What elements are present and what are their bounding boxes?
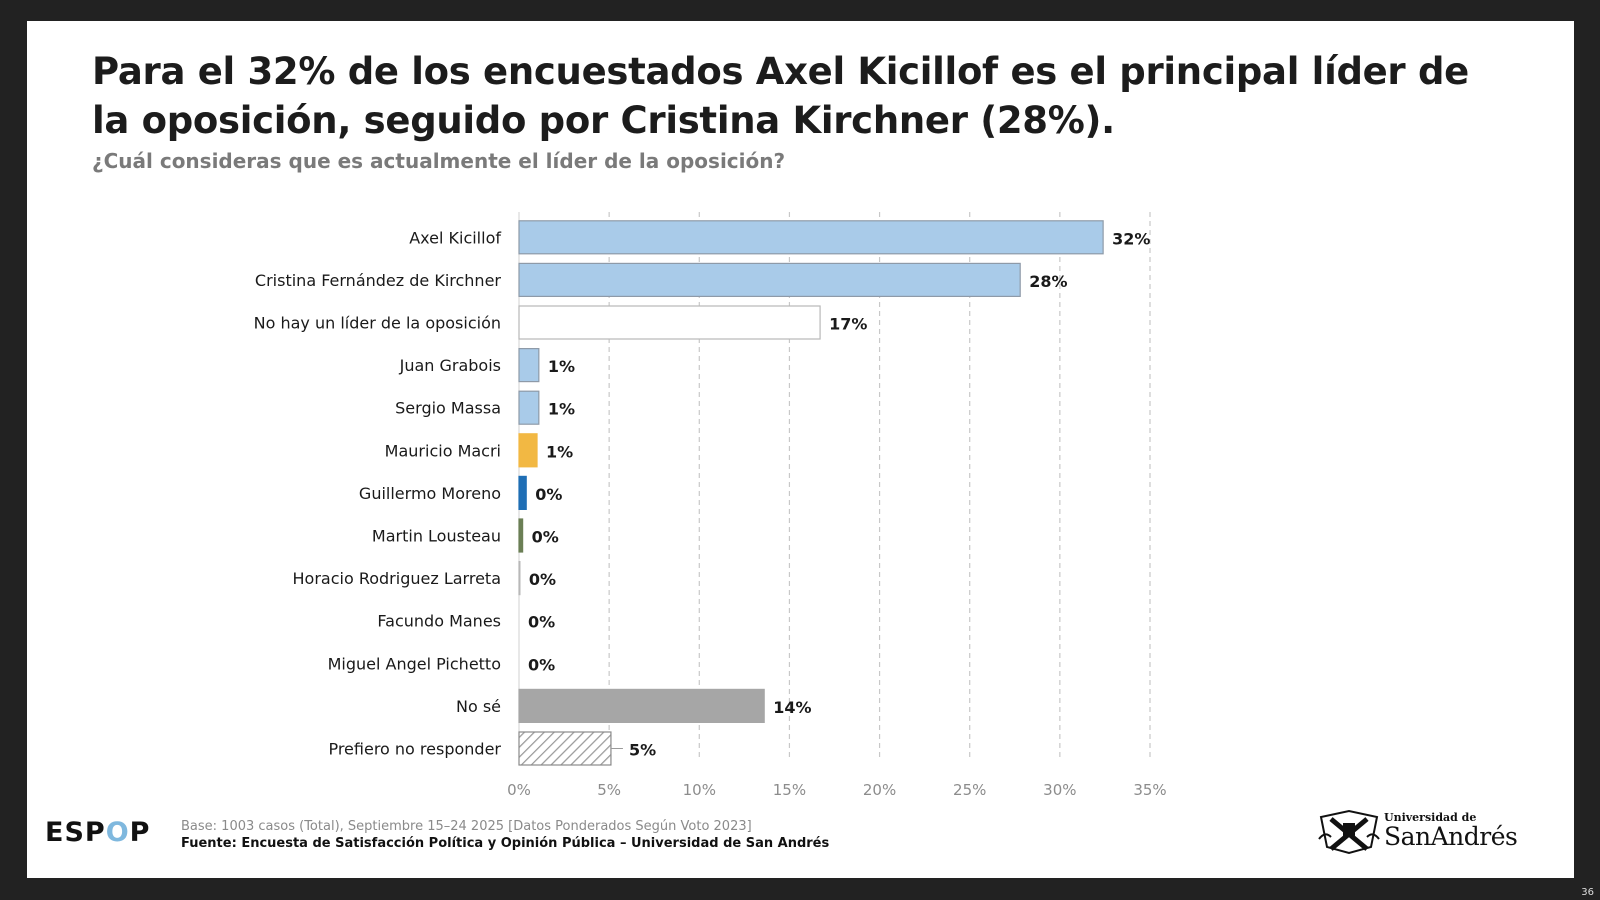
category-label: Cristina Fernández de Kirchner [255,271,501,290]
bar [518,560,521,596]
espop-logo-text-o: O [105,817,130,848]
x-tick-label: 0% [507,781,531,799]
logo-big-text: SanAndrés [1384,822,1518,851]
page-title: Para el 32% de los encuestados Axel Kici… [92,50,1469,142]
data-label: 1% [546,442,573,461]
bar [518,731,612,766]
bar [518,518,524,553]
category-label: Mauricio Macri [385,441,501,460]
slide: Para el 32% de los encuestados Axel Kici… [27,21,1574,878]
bar [518,433,538,468]
source-note: Fuente: Encuesta de Satisfacción Polític… [181,836,830,851]
bar [518,305,821,340]
university-logo: Universidad de SanAndrés [1317,809,1547,857]
bar [518,688,765,724]
category-label: Prefiero no responder [328,740,501,759]
data-label: 28% [1029,272,1067,291]
x-tick-label: 20% [863,781,896,799]
data-label: 0% [535,485,562,504]
espop-logo: ESPOP [45,817,150,848]
data-label: 0% [528,613,555,632]
x-tick-label: 30% [1043,781,1076,799]
category-label: Axel Kicillof [409,228,501,247]
bar [518,348,540,383]
bar [518,390,540,425]
chart-subtitle: ¿Cuál consideras que es actualmente el l… [92,149,786,173]
data-label: 0% [529,570,556,589]
bar [518,262,1021,297]
data-label: 32% [1112,229,1150,248]
espop-logo-text-a: ESP [45,817,106,848]
data-label: 5% [629,741,656,760]
espop-logo-text-b: P [129,817,151,848]
logo-small-text: Universidad de [1384,811,1477,824]
data-label: 1% [548,400,575,419]
data-label: 0% [532,528,559,547]
data-label: 17% [829,315,867,334]
x-tick-label: 25% [953,781,986,799]
university-crest-icon [1318,809,1380,855]
bar [518,220,1104,255]
category-label: Guillermo Moreno [359,484,501,503]
category-label: Juan Grabois [399,356,501,375]
x-tick-label: 35% [1133,781,1166,799]
category-label: No sé [456,697,501,716]
category-label: Miguel Angel Pichetto [328,654,501,673]
data-label: 1% [548,357,575,376]
bar-chart: Axel Kicillof 32% Cristina Fernández de Ki… [254,212,1167,799]
footer-notes: Base: 1003 casos (Total), Septiembre 15–… [181,818,1081,852]
data-label: 14% [773,698,811,717]
category-label: No hay un líder de la oposición [254,314,501,333]
x-tick-label: 5% [597,781,621,799]
bar [518,475,527,510]
x-tick-label: 10% [683,781,716,799]
category-label: Sergio Massa [395,399,501,418]
category-label: Martin Lousteau [372,527,501,546]
category-label: Horacio Rodriguez Larreta [293,569,501,588]
base-note: Base: 1003 casos (Total), Septiembre 15–… [181,819,752,834]
x-tick-label: 15% [773,781,806,799]
data-label: 0% [528,655,555,674]
page-number: 36 [1581,887,1594,898]
category-label: Facundo Manes [377,612,501,631]
